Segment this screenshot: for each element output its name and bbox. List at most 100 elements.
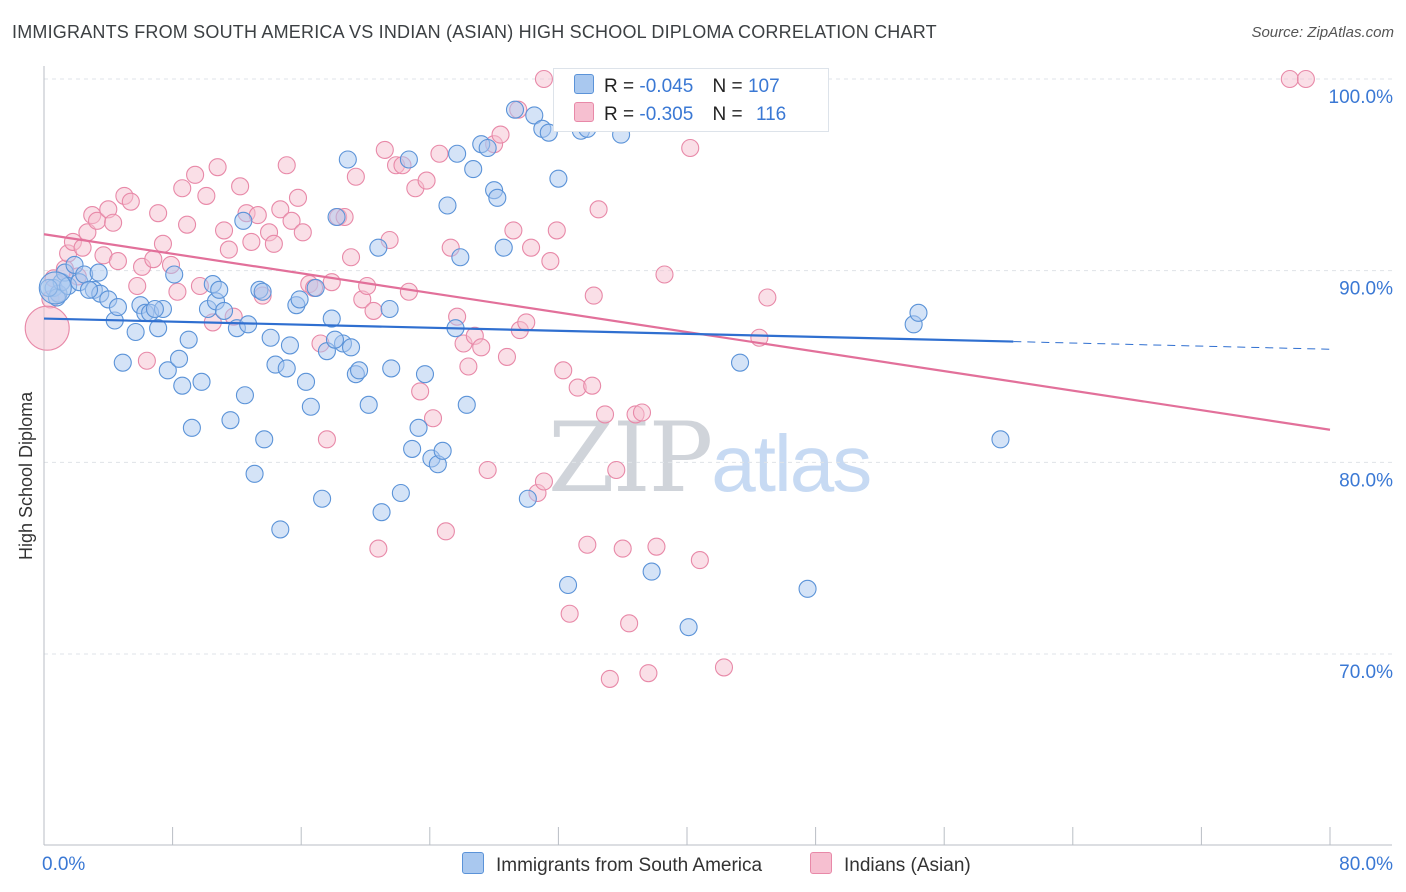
series-legend-blue-swatch xyxy=(462,852,484,874)
pink-point xyxy=(104,213,123,232)
pink-point xyxy=(128,276,147,296)
blue-point xyxy=(518,489,537,508)
blue-point xyxy=(192,372,211,391)
pink-point xyxy=(607,460,626,480)
blue-point xyxy=(448,144,467,163)
pink-point xyxy=(375,140,394,159)
pink-point xyxy=(341,248,361,267)
pink-point xyxy=(24,305,70,351)
blue-point xyxy=(179,330,198,349)
blue-point xyxy=(290,290,309,309)
series-legend-blue: Immigrants from South America xyxy=(462,852,762,877)
pink-point xyxy=(578,535,597,554)
legend-pink-swatch xyxy=(574,102,594,122)
blue-point xyxy=(505,100,525,119)
grid-lines xyxy=(44,78,1392,655)
blue-point xyxy=(409,418,428,437)
pink-point xyxy=(121,192,140,211)
blue-point xyxy=(909,303,928,322)
blue-point xyxy=(126,322,145,342)
legend-blue-r-label: R = xyxy=(604,76,635,97)
blue-point xyxy=(149,319,168,338)
blue-point xyxy=(525,106,544,125)
pink-point xyxy=(346,167,365,186)
legend-blue-n-value: 107 xyxy=(747,76,780,97)
blue-point xyxy=(221,411,240,430)
blue-point xyxy=(415,365,435,384)
pink-point xyxy=(547,221,566,240)
blue-point xyxy=(558,575,578,595)
blue-point xyxy=(457,395,476,414)
blue-point xyxy=(991,430,1010,449)
blue-point xyxy=(359,395,378,414)
pink-point xyxy=(186,165,205,184)
blue-point xyxy=(341,338,361,357)
pink-point xyxy=(690,551,709,570)
blue-point xyxy=(165,265,184,284)
pink-point xyxy=(541,252,560,271)
pink-point xyxy=(277,156,296,175)
blue-point xyxy=(158,361,177,380)
blue-point xyxy=(313,489,332,508)
blue-point xyxy=(182,418,201,437)
blue-point xyxy=(380,299,399,319)
pink-point xyxy=(584,286,603,305)
blue-trend-extension xyxy=(1013,341,1331,350)
chart-title: IMMIGRANTS FROM SOUTH AMERICA VS INDIAN … xyxy=(12,22,937,42)
pink-point xyxy=(399,282,418,301)
pink-point xyxy=(459,357,478,376)
blue-point xyxy=(798,579,817,598)
blue-point xyxy=(271,520,290,539)
blue-point xyxy=(350,361,369,380)
pink-point xyxy=(369,539,388,558)
blue-point xyxy=(478,138,497,158)
pink-point xyxy=(639,664,658,683)
blue-point xyxy=(642,562,661,581)
pink-point xyxy=(436,522,455,541)
pink-point xyxy=(583,376,602,395)
blue-point xyxy=(210,280,229,299)
pink-point xyxy=(417,171,436,190)
blue-point xyxy=(327,207,346,227)
pink-point xyxy=(758,288,777,307)
legend-pink-r-label: R = xyxy=(604,104,635,125)
axes xyxy=(43,66,1392,846)
pink-point xyxy=(478,460,497,480)
pink-point xyxy=(472,338,491,357)
blue-point xyxy=(296,372,316,391)
pink-point xyxy=(1280,69,1299,89)
pink-point xyxy=(620,614,639,633)
pink-point xyxy=(504,221,523,240)
legend-pink-r-value: -0.305 xyxy=(639,104,694,125)
pink-point xyxy=(242,232,261,251)
blue-point xyxy=(322,309,341,328)
blue-point xyxy=(730,353,750,372)
watermark-atlas: atlas xyxy=(711,419,872,508)
blue-point xyxy=(261,328,280,347)
blue-point xyxy=(280,336,299,355)
blue-point xyxy=(679,618,698,637)
series-legend-pink-label: Indians (Asian) xyxy=(844,855,971,876)
pink-point xyxy=(364,301,383,320)
blue-point xyxy=(277,359,296,378)
pink-point xyxy=(317,430,336,449)
pink-point xyxy=(534,472,553,491)
blue-point xyxy=(372,503,391,522)
tick-labels: 100.0% 90.0% 80.0% 70.0% 0.0% 80.0% xyxy=(42,87,1393,875)
legend-pink-n-value: 116 xyxy=(755,104,787,125)
pink-point xyxy=(589,200,608,219)
source-label: Source: ZipAtlas.com xyxy=(1251,24,1394,41)
blue-point xyxy=(145,299,164,319)
blue-point xyxy=(255,430,274,449)
legend-row-blue: R = -0.045 N = 107 xyxy=(574,74,780,98)
blue-point xyxy=(391,483,410,503)
blue-point xyxy=(245,464,264,483)
blue-point xyxy=(38,271,72,305)
blue-point xyxy=(433,441,452,460)
pink-point xyxy=(534,69,553,89)
pink-point xyxy=(655,265,674,284)
pink-point xyxy=(613,539,632,558)
blue-point xyxy=(369,238,388,257)
blue-point xyxy=(338,150,357,169)
